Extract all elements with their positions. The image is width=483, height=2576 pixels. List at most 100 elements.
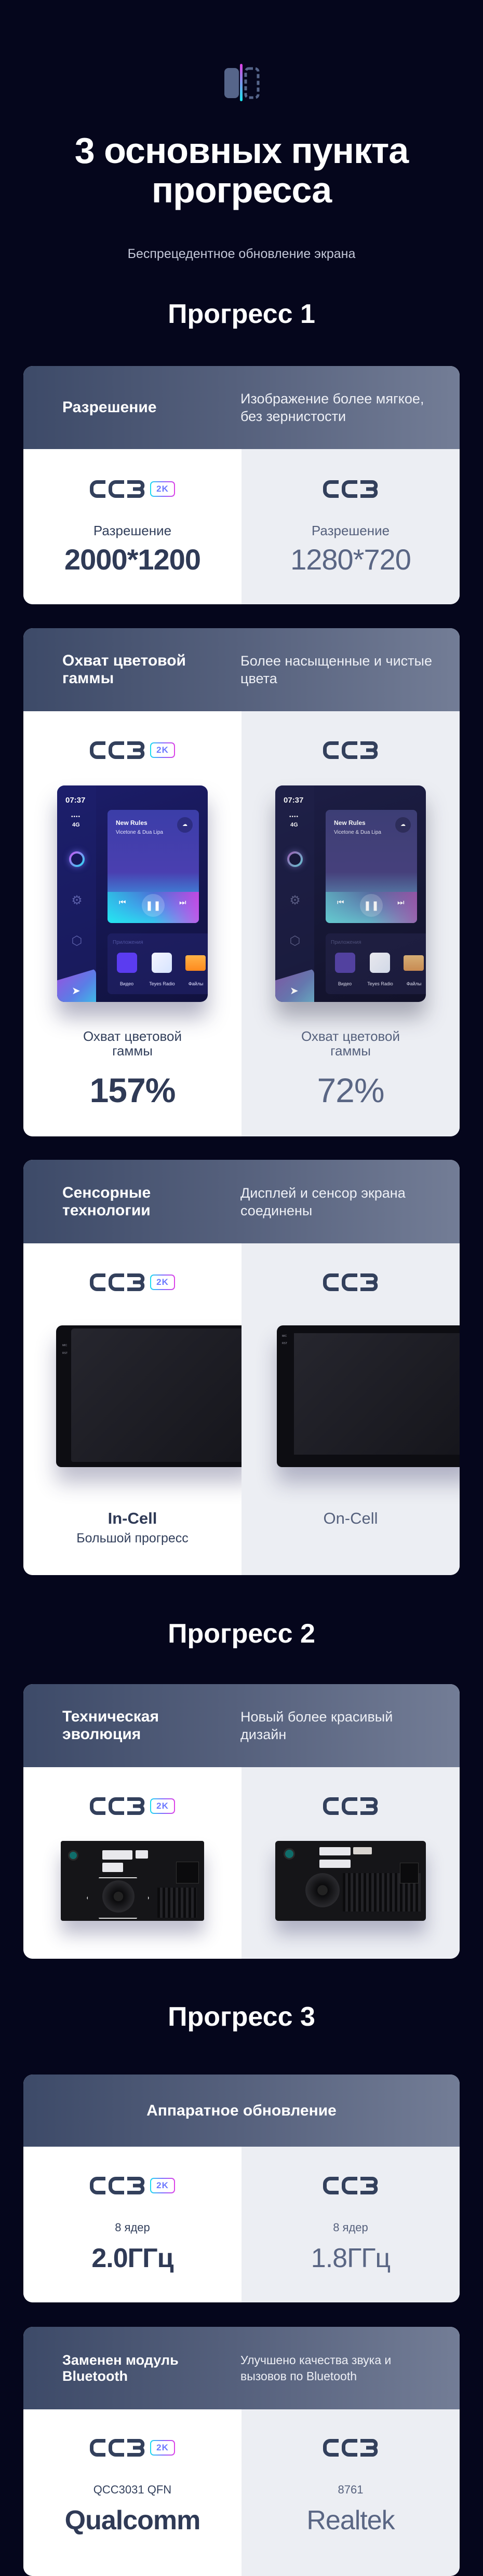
spec-value: 1280*720 (290, 543, 411, 576)
spec-label: Охват цветовой гаммы (83, 1028, 182, 1059)
track-artist: Vicetone & Dua Lipa (334, 830, 381, 835)
cc3-logo (242, 1797, 460, 1815)
old-column: Разрешение 1280*720 (242, 449, 460, 604)
2k-badge: 2K (150, 742, 175, 758)
card-description: Дисплей и сенсор экрана соединены (240, 1185, 406, 1218)
pause-button[interactable]: ❚❚ (142, 894, 165, 917)
cc3-logo (242, 1273, 460, 1292)
2k-badge: 2K (150, 1275, 175, 1290)
card-hardware: Аппаратное обновление 2K 8 ядер 2.0ГГц 8… (23, 2075, 460, 2302)
spec-label: 8 ядер (333, 2221, 368, 2234)
card-title: Заменен модуль Bluetooth (62, 2352, 179, 2384)
apps-panel: Приложения Видео Teyes Radio Файлы (108, 933, 208, 994)
video-app-icon[interactable] (117, 953, 137, 973)
navigation-arrow-icon: ➤ (72, 985, 81, 997)
music-widget: New Rules Vicetone & Dua Lipa ☁ ⏮ ❚❚ ⏭ (108, 810, 199, 923)
new-column: 2K 8 ядер 2.0ГГц (23, 2147, 242, 2302)
old-column (242, 1767, 460, 1959)
old-column: 07:37 •••• 4G ⚙ ⬡ ➤ New Rules Vicetone &… (242, 711, 460, 1136)
cc3-logo (242, 480, 460, 498)
spec-label: Разрешение (311, 523, 390, 538)
old-column: 8 ядер 1.8ГГц (242, 2147, 460, 2302)
section-heading-2: Прогресс 2 (168, 1619, 315, 1649)
apps-panel: Приложения Видео Teyes Radio Файлы (326, 933, 426, 994)
card-header: Заменен модуль Bluetooth Улучшено качест… (23, 2327, 460, 2409)
cc3-logo (242, 2176, 460, 2195)
app-label: Teyes Radio (367, 981, 393, 986)
gear-icon[interactable]: ⚙ (71, 893, 83, 907)
new-column: 2K (23, 1767, 242, 1959)
apps-title: Приложения (113, 940, 143, 945)
on-cell-monitor: MIC RST (277, 1325, 460, 1467)
2k-badge: 2K (150, 2440, 175, 2456)
card-design: Техническая эволюция Новый более красивы… (23, 1684, 460, 1959)
touch-subtitle: Большой прогресс (76, 1531, 189, 1545)
spec-label: 8761 (338, 2483, 364, 2496)
in-cell-monitor: MIC RST (56, 1325, 242, 1467)
spec-value: Realtek (306, 2505, 395, 2536)
track-title: New Rules (116, 819, 147, 826)
old-unit-back (275, 1841, 426, 1921)
previous-track-icon[interactable]: ⏮ (337, 898, 344, 907)
card-title: Аппаратное обновление (146, 2102, 337, 2119)
head-unit-screen: 07:37 •••• 4G ⚙ ⬡ ➤ New Rules Vicetone &… (275, 785, 426, 1002)
card-title: Разрешение (62, 399, 157, 416)
radio-app-icon[interactable] (370, 953, 390, 973)
voice-assistant-icon[interactable] (287, 851, 303, 867)
touch-type: On-Cell (323, 1509, 378, 1527)
card-description: Новый более красивый дизайн (240, 1709, 393, 1742)
radio-app-icon[interactable] (152, 953, 172, 973)
phone-sidebar (57, 785, 96, 1002)
card-header: Сенсорные технологии Дисплей и сенсор эк… (23, 1160, 460, 1243)
cc3-logo (242, 741, 460, 760)
cube-icon[interactable]: ⬡ (71, 934, 83, 948)
card-title: Охват цветовой гаммы (62, 652, 186, 687)
spec-value: Qualcomm (64, 2505, 201, 2536)
2k-badge: 2K (150, 481, 175, 497)
page-subtitle: Беспрецедентное обновление экрана (127, 247, 356, 261)
app-label: Видео (338, 981, 352, 986)
gear-icon[interactable]: ⚙ (289, 893, 301, 907)
card-description: Изображение более мягкое, без зернистост… (240, 391, 424, 424)
spec-value: 1.8ГГц (311, 2243, 391, 2273)
app-label: Видео (119, 981, 134, 986)
next-track-icon[interactable]: ⏭ (397, 898, 405, 907)
card-title: Сенсорные технологии (62, 1184, 151, 1219)
old-column: MIC RST On-Cell (242, 1243, 460, 1575)
app-label: Teyes Radio (149, 981, 175, 986)
card-description: Более насыщенные и чистые цвета (240, 653, 432, 686)
soundcloud-icon: ☁ (395, 817, 411, 833)
navigation-arrow-icon: ➤ (290, 985, 299, 997)
card-color-gamut: Охват цветовой гаммы Более насыщенные и … (23, 628, 460, 1136)
2k-badge: 2K (150, 1798, 175, 1814)
previous-track-icon[interactable]: ⏮ (119, 898, 126, 907)
card-resolution: Разрешение Изображение более мягкое, без… (23, 366, 460, 604)
card-header: Техническая эволюция Новый более красивы… (23, 1684, 460, 1767)
folder-app-icon[interactable] (404, 955, 424, 971)
new-column: 2K MIC RST In-Cell Большой прогресс (23, 1243, 242, 1575)
cc3-2k-logo: 2K (23, 480, 242, 498)
2k-badge: 2K (150, 2178, 175, 2193)
apps-title: Приложения (331, 940, 361, 945)
cc3-2k-logo: 2K (23, 1797, 242, 1815)
card-header: Разрешение Изображение более мягкое, без… (23, 366, 460, 449)
section-heading-3: Прогресс 3 (168, 2002, 315, 2032)
card-description: Улучшено качества звука и вызовов по Blu… (240, 2353, 392, 2383)
track-artist: Vicetone & Dua Lipa (116, 830, 163, 835)
cube-icon[interactable]: ⬡ (289, 934, 301, 948)
spec-label: Охват цветовой гаммы (301, 1028, 400, 1059)
spec-value: 72% (317, 1071, 384, 1109)
pause-button[interactable]: ❚❚ (360, 894, 383, 917)
card-touch-tech: Сенсорные технологии Дисплей и сенсор эк… (23, 1160, 460, 1575)
card-bluetooth: Заменен модуль Bluetooth Улучшено качест… (23, 2327, 460, 2576)
card-title: Техническая эволюция (62, 1708, 159, 1743)
next-track-icon[interactable]: ⏭ (179, 898, 186, 907)
card-header: Охват цветовой гаммы Более насыщенные и … (23, 628, 460, 711)
cc3-2k-logo: 2K (23, 2176, 242, 2195)
cc3-logo (242, 2438, 460, 2457)
voice-assistant-icon[interactable] (69, 851, 85, 867)
signal-icon: •••• (289, 814, 299, 820)
video-app-icon[interactable] (335, 953, 355, 973)
cc3-2k-logo: 2K (23, 1273, 242, 1292)
folder-app-icon[interactable] (185, 955, 206, 971)
